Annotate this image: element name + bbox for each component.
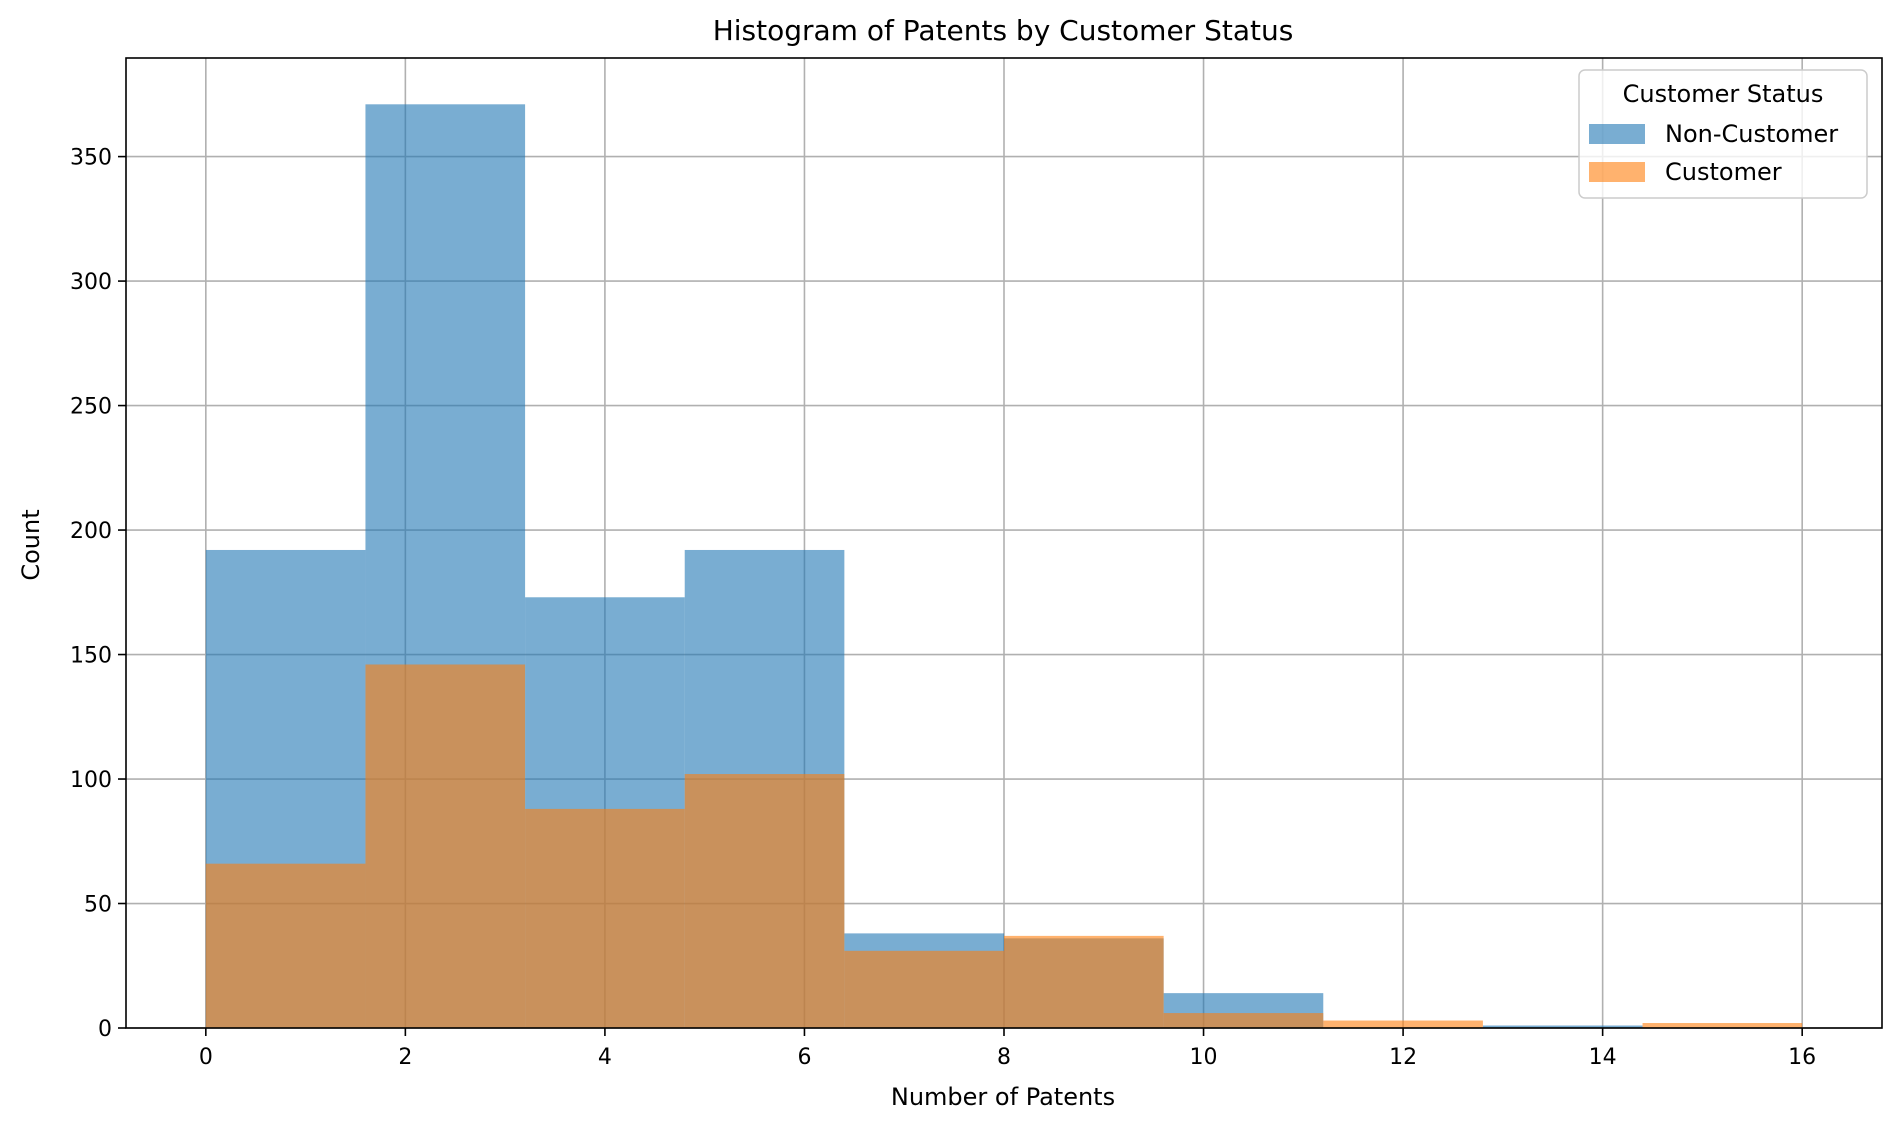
x-tick-label: 2 (398, 1045, 412, 1070)
x-tick-label: 12 (1389, 1045, 1417, 1070)
x-tick-label: 16 (1788, 1045, 1816, 1070)
bar-customer-bin-0 (205, 863, 366, 1028)
y-tick-label: 150 (70, 644, 112, 669)
chart-title: Histogram of Patents by Customer Status (713, 14, 1294, 47)
histogram-bars (205, 104, 1803, 1029)
y-tick-label: 0 (98, 1017, 112, 1042)
legend-swatch-customer (1589, 162, 1645, 182)
x-tick-label: 8 (997, 1045, 1011, 1070)
legend-box (1578, 69, 1868, 199)
y-tick-label: 300 (70, 270, 112, 295)
y-tick-label: 350 (70, 146, 112, 171)
x-axis-label: Number of Patents (891, 1083, 1115, 1111)
y-tick-label: 100 (70, 768, 112, 793)
axis-ticks: 0 2 4 6 8 10 12 14 16 0 50 100 150 200 250 300 350 (70, 146, 1816, 1070)
x-tick-label: 6 (797, 1045, 811, 1070)
legend-swatch-non-customer (1589, 124, 1645, 144)
legend-title: Customer Status (1623, 80, 1824, 108)
legend: Customer Status Non-Customer Customer (1578, 69, 1868, 199)
bar-customer-bin-3 (684, 774, 845, 1028)
y-tick-label: 50 (84, 893, 112, 918)
legend-label-non-customer: Non-Customer (1665, 120, 1838, 148)
y-tick-label: 250 (70, 395, 112, 420)
y-tick-label: 200 (70, 519, 112, 544)
bar-non-customer-bin-8 (1482, 1025, 1643, 1028)
bar-customer-bin-6 (1163, 1013, 1324, 1028)
x-tick-label: 10 (1190, 1045, 1218, 1070)
y-axis-label: Count (17, 509, 45, 580)
x-tick-label: 0 (199, 1045, 213, 1070)
x-tick-label: 14 (1589, 1045, 1617, 1070)
bar-customer-bin-1 (365, 664, 526, 1028)
bar-customer-bin-2 (525, 808, 685, 1028)
bar-customer-bin-7 (1323, 1020, 1483, 1028)
bar-customer-bin-9 (1642, 1023, 1803, 1028)
x-tick-label: 4 (598, 1045, 612, 1070)
bar-customer-bin-5 (1004, 935, 1164, 1028)
legend-label-customer: Customer (1665, 158, 1782, 186)
bar-customer-bin-4 (844, 950, 1004, 1028)
